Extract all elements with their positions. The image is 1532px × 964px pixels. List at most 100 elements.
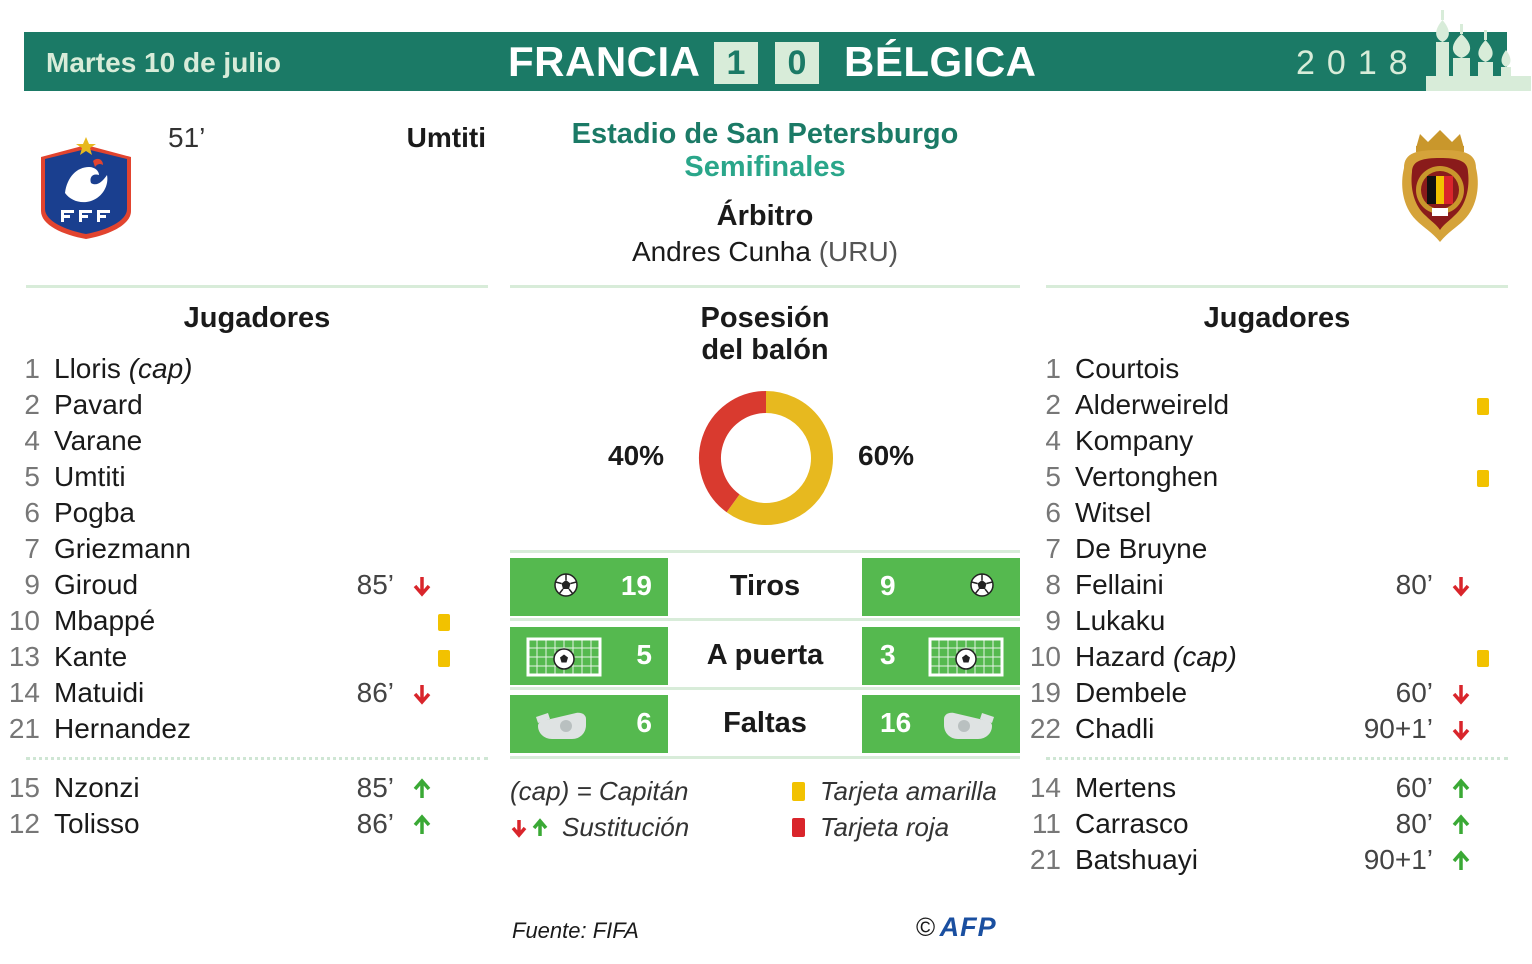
player-name-text: Alderweireld: [1075, 389, 1230, 420]
player-number: 14: [1029, 772, 1061, 803]
referee-name: Andres Cunha: [631, 236, 811, 267]
player-name-text: Courtois: [1075, 353, 1180, 384]
player-number: 19: [1029, 677, 1061, 708]
player-row: 11 Carrasco 80’: [1027, 806, 1511, 842]
away-subs-list: 14 Mertens 60’ 11 Carrasco 80’ 21 Batshuayi 90+1…: [1027, 770, 1511, 878]
player-name-text: Mertens: [1075, 772, 1177, 803]
player-row: 10 Mbappé: [6, 603, 472, 639]
substitution-minute: 60’: [1395, 772, 1433, 803]
player-row: 1 Lloris (cap): [6, 351, 472, 387]
player-name: Batshuayi: [1075, 842, 1198, 878]
sub-out-arrow-icon: [1452, 577, 1470, 597]
player-name: Witsel: [1075, 495, 1151, 531]
stats-top-divider: [510, 550, 1020, 553]
player-name-text: Hernandez: [54, 713, 191, 744]
sub-in-arrow-icon: [1452, 814, 1470, 834]
goal-icon: [526, 637, 602, 677]
player-number: 10: [1029, 641, 1061, 672]
player-number: 10: [8, 605, 40, 636]
player-number: 2: [1045, 389, 1061, 420]
player-row: 9 Lukaku: [1027, 603, 1511, 639]
tournament-stage: Semifinales: [684, 151, 846, 183]
player-row: 10 Hazard (cap): [1027, 639, 1511, 675]
copyright-symbol: ©: [916, 912, 936, 942]
player-name-text: Pavard: [54, 389, 143, 420]
player-name: Lloris (cap): [54, 351, 193, 387]
player-name-text: Dembele: [1075, 677, 1188, 708]
divider-right: [1046, 285, 1508, 288]
fouls-label: Faltas: [723, 707, 807, 739]
substitution-minute: 80’: [1395, 569, 1433, 600]
player-number: 22: [1029, 713, 1061, 744]
shots-label: Tiros: [729, 570, 801, 602]
sub-in-arrow-icon: [413, 778, 431, 798]
player-row: 5 Umtiti: [6, 459, 472, 495]
divider-center: [510, 285, 1020, 288]
player-name: Pavard: [54, 387, 143, 423]
player-number: 21: [8, 713, 40, 744]
ball-icon: [554, 573, 578, 597]
stadium-name: Estadio de San Petersburgo: [571, 118, 959, 150]
legend-captain: (cap) = Capitán: [510, 776, 689, 806]
substitution-arrows-icon: [511, 818, 548, 838]
player-row: 21 Batshuayi 90+1’: [1027, 842, 1511, 878]
player-name: Tolisso: [54, 806, 140, 842]
player-row: 8 Fellaini 80’: [1027, 567, 1511, 603]
player-row: 19 Dembele 60’: [1027, 675, 1511, 711]
player-number: 6: [1045, 497, 1061, 528]
home-shots-box: 19: [510, 558, 668, 616]
player-name-text: Vertonghen: [1075, 461, 1219, 492]
home-possession-label: 40%: [608, 440, 665, 471]
player-name-text: Fellaini: [1075, 569, 1164, 600]
player-name-text: Tolisso: [54, 808, 140, 839]
away-team-name: BÉLGICA: [844, 38, 1037, 85]
player-number: 21: [1029, 844, 1061, 875]
away-on-target-value: 3: [880, 639, 896, 670]
player-number: 5: [1045, 461, 1061, 492]
player-name-text: De Bruyne: [1075, 533, 1208, 564]
player-number: 6: [24, 497, 40, 528]
home-score: 1: [714, 42, 758, 84]
substitution-minute: 90+1’: [1363, 713, 1433, 744]
possession-donut: [699, 391, 833, 525]
stat-row-shots: 19 Tiros 9: [510, 558, 1020, 616]
player-number: 13: [8, 641, 40, 672]
tournament-year: 2018: [1296, 44, 1420, 82]
substitution-minute: 86’: [356, 677, 394, 708]
afp-logo: AFP: [939, 912, 997, 942]
agency-credit: © AFP: [916, 912, 997, 943]
source-credit: Fuente: FIFA: [512, 918, 639, 943]
player-name-text: Griezmann: [54, 533, 191, 564]
referee-heading: Árbitro: [716, 200, 814, 232]
legend-red-card: Tarjeta roja: [820, 812, 950, 842]
away-shots-value: 9: [880, 570, 896, 601]
player-name-text: Hazard: [1075, 641, 1166, 672]
player-number: 1: [1045, 353, 1061, 384]
yellow-card-icon: [1477, 470, 1489, 487]
player-name-text: Giroud: [54, 569, 139, 600]
cathedral-domes-icon: [1426, 10, 1531, 91]
player-row: 6 Witsel: [1027, 495, 1511, 531]
referee-line: Andres Cunha (URU): [510, 236, 1020, 268]
player-number: 7: [1045, 533, 1061, 564]
player-row: 15 Nzonzi 85’: [6, 770, 472, 806]
player-row: 6 Pogba: [6, 495, 472, 531]
sub-in-arrow-icon: [413, 814, 431, 834]
player-name: Chadli: [1075, 711, 1154, 747]
player-row: 1 Courtois: [1027, 351, 1511, 387]
substitution-minute: 85’: [356, 569, 394, 600]
home-subs-divider: [26, 757, 488, 760]
stat-row-fouls: 6 Faltas 16: [510, 695, 1020, 753]
substitution-minute: 90+1’: [1363, 844, 1433, 875]
player-row: 4 Kompany: [1027, 423, 1511, 459]
player-name-text: Carrasco: [1075, 808, 1189, 839]
player-name: Kompany: [1075, 423, 1193, 459]
home-team-name: FRANCIA: [508, 38, 701, 85]
player-name: Griezmann: [54, 531, 191, 567]
home-on-target-value: 5: [636, 639, 652, 670]
player-row: 14 Mertens 60’: [1027, 770, 1511, 806]
away-players-title: Jugadores: [1203, 302, 1351, 334]
goal-icon: [928, 637, 1004, 677]
rbfa-crest-icon: [1402, 130, 1478, 242]
player-name-text: Umtiti: [54, 461, 126, 492]
